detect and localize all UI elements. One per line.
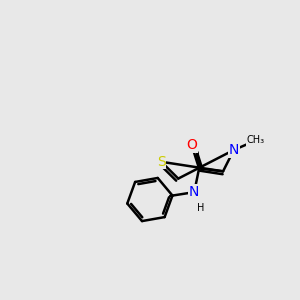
- Text: S: S: [157, 155, 166, 169]
- Text: N: N: [229, 143, 239, 157]
- Text: CH₃: CH₃: [247, 135, 265, 146]
- Text: H: H: [196, 203, 204, 213]
- Text: N: N: [189, 185, 200, 199]
- Text: O: O: [186, 139, 197, 152]
